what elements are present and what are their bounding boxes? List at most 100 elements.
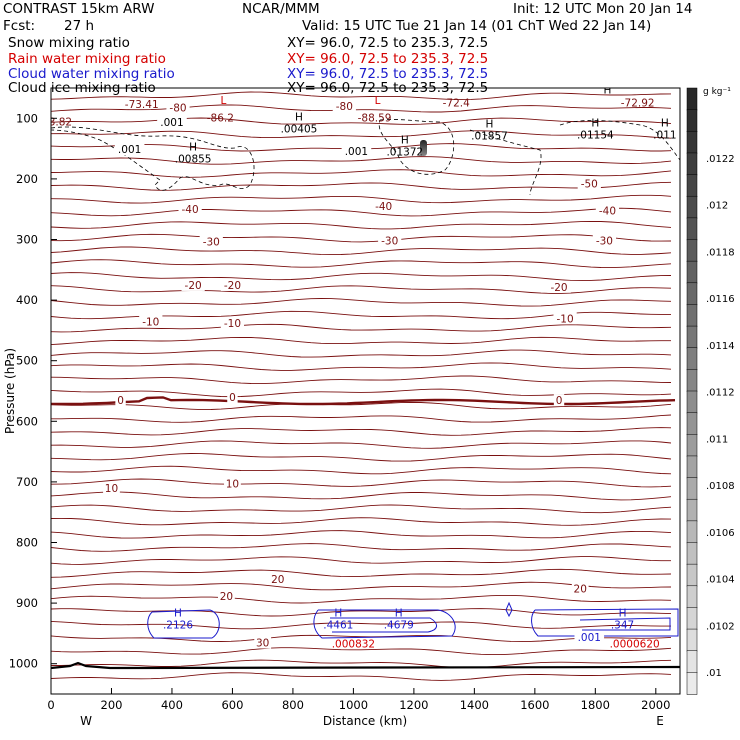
temperature-label: 20 <box>574 584 587 596</box>
temperature-label-bg <box>227 391 238 404</box>
cloud-ice-contour <box>469 129 542 196</box>
extremum-marker: H <box>661 117 669 129</box>
temperature-label-bg <box>217 589 235 602</box>
colorbar-label: .0104 <box>706 575 735 586</box>
temperature-contour <box>51 427 672 436</box>
extremum-marker: H <box>486 119 494 131</box>
temperature-label-bg <box>178 203 202 216</box>
x-tick-label: 1200 <box>399 698 428 712</box>
cloud-ice-label: .001 <box>160 117 183 129</box>
extremum-value: .000832 <box>332 639 375 651</box>
temperature-contour <box>51 181 672 191</box>
colorbar-label: .0122 <box>706 154 735 165</box>
cloud-ice-contours <box>51 119 680 196</box>
extremum-marker: L <box>220 95 226 107</box>
colorbar-cell <box>686 195 698 219</box>
temperature-contour <box>51 169 672 178</box>
temperature-label-bg <box>547 280 571 293</box>
cloud-water-contour <box>531 608 679 637</box>
extremum-value: .4679 <box>384 620 414 632</box>
temperature-contour <box>51 594 672 604</box>
temperature-label: -30 <box>381 236 398 248</box>
colorbar-cell <box>686 542 698 565</box>
extremum-value: -72.4 <box>443 98 470 110</box>
temperature-label-bg <box>571 582 589 595</box>
cloud-water-contour <box>330 617 437 633</box>
temperature-contour <box>51 465 672 475</box>
extremum-marker: H <box>619 608 627 620</box>
field-snow-name: Snow mixing ratio <box>8 35 130 51</box>
colorbar-cell <box>686 325 698 349</box>
extremum-value: .00855 <box>175 154 212 166</box>
colorbar-cell <box>686 434 698 457</box>
extremum-marker: H <box>334 608 342 620</box>
cloud-ice-label-bg <box>114 143 145 156</box>
temperature-contour <box>51 246 672 256</box>
y-tick-label: 700 <box>16 475 38 489</box>
temperature-label-bg <box>166 101 190 114</box>
plot-area: 30 20 20 20 10 10 0 0 0 -10 -10 -10 -20 -20 -20 -30 -30 -… <box>51 88 680 681</box>
x-tick-label: 1600 <box>520 698 549 712</box>
x-tick-label: 800 <box>282 698 304 712</box>
y-tick-label: 300 <box>16 233 38 247</box>
y-tick-label: 400 <box>16 293 38 307</box>
temperature-contour <box>51 207 672 217</box>
colorbar-cell <box>686 304 698 327</box>
temperature-label: -10 <box>224 318 241 330</box>
colorbar-cell <box>686 87 698 111</box>
colorbar-cell <box>686 109 698 133</box>
temperature-contour <box>51 194 672 204</box>
temperature-contour <box>51 220 672 230</box>
cloud-water-label-bg <box>574 631 605 644</box>
temperature-contour <box>51 556 671 565</box>
colorbar-cell <box>686 131 698 154</box>
extremum-value: .01372 <box>386 146 423 158</box>
colorbar-cell <box>686 455 698 479</box>
temperature-contour <box>51 336 671 346</box>
y-tick-label: 1000 <box>9 657 38 671</box>
temperature-label-bg <box>224 477 241 490</box>
temperature-contour <box>51 543 672 552</box>
temperature-contour <box>51 272 672 282</box>
model-title: CONTRAST 15km ARW <box>3 1 155 17</box>
temperature-label: 30 <box>256 637 269 649</box>
colorbar-label: .0116 <box>706 294 735 305</box>
temperature-label: -50 <box>581 179 598 191</box>
temperature-label: -10 <box>557 313 574 325</box>
cloud-water-contour <box>147 609 220 639</box>
east-label: E <box>656 714 664 728</box>
y-tick-label: 100 <box>16 111 38 125</box>
colorbar-cell <box>686 628 698 652</box>
field-rain-xy: XY= 96.0, 72.5 to 235.3, 72.5 <box>287 51 489 67</box>
cloud-water-contour <box>313 609 456 639</box>
temperature-contour <box>51 156 672 165</box>
forecast-hours: 27 h <box>64 18 95 34</box>
cloud-ice-label: .001 <box>345 146 368 158</box>
temperature-contour <box>51 117 672 125</box>
temperature-label-bg <box>592 234 616 247</box>
forecast-label: Fcst: <box>3 18 36 34</box>
temperature-contour <box>51 323 672 333</box>
extremum-marker: H <box>395 608 403 620</box>
temperature-label-bg <box>577 177 601 190</box>
temperature-contour <box>51 453 672 462</box>
colorbar-cell <box>686 412 698 436</box>
organization: NCAR/MMM <box>242 1 320 17</box>
x-tick-label: 1400 <box>460 698 489 712</box>
colorbar-label: .012 <box>706 201 728 212</box>
extremum-value: -88.59 <box>358 113 392 125</box>
temperature-label: -80 <box>169 102 186 114</box>
cloud-ice-label-bg <box>341 145 372 158</box>
colorbar-label: .011 <box>706 434 728 445</box>
temperature-label: -20 <box>224 280 241 292</box>
temperature-label: -10 <box>142 316 159 328</box>
temperature-contour <box>51 672 672 681</box>
temperature-contour <box>51 581 672 591</box>
temperature-contours <box>51 91 680 681</box>
colorbar-cell <box>686 672 698 695</box>
field-cloud-water-name: Cloud water mixing ratio <box>8 66 175 82</box>
x-tick-label: 1800 <box>581 698 610 712</box>
temperature-contour <box>51 517 672 526</box>
temperature-label-bg <box>595 204 620 217</box>
